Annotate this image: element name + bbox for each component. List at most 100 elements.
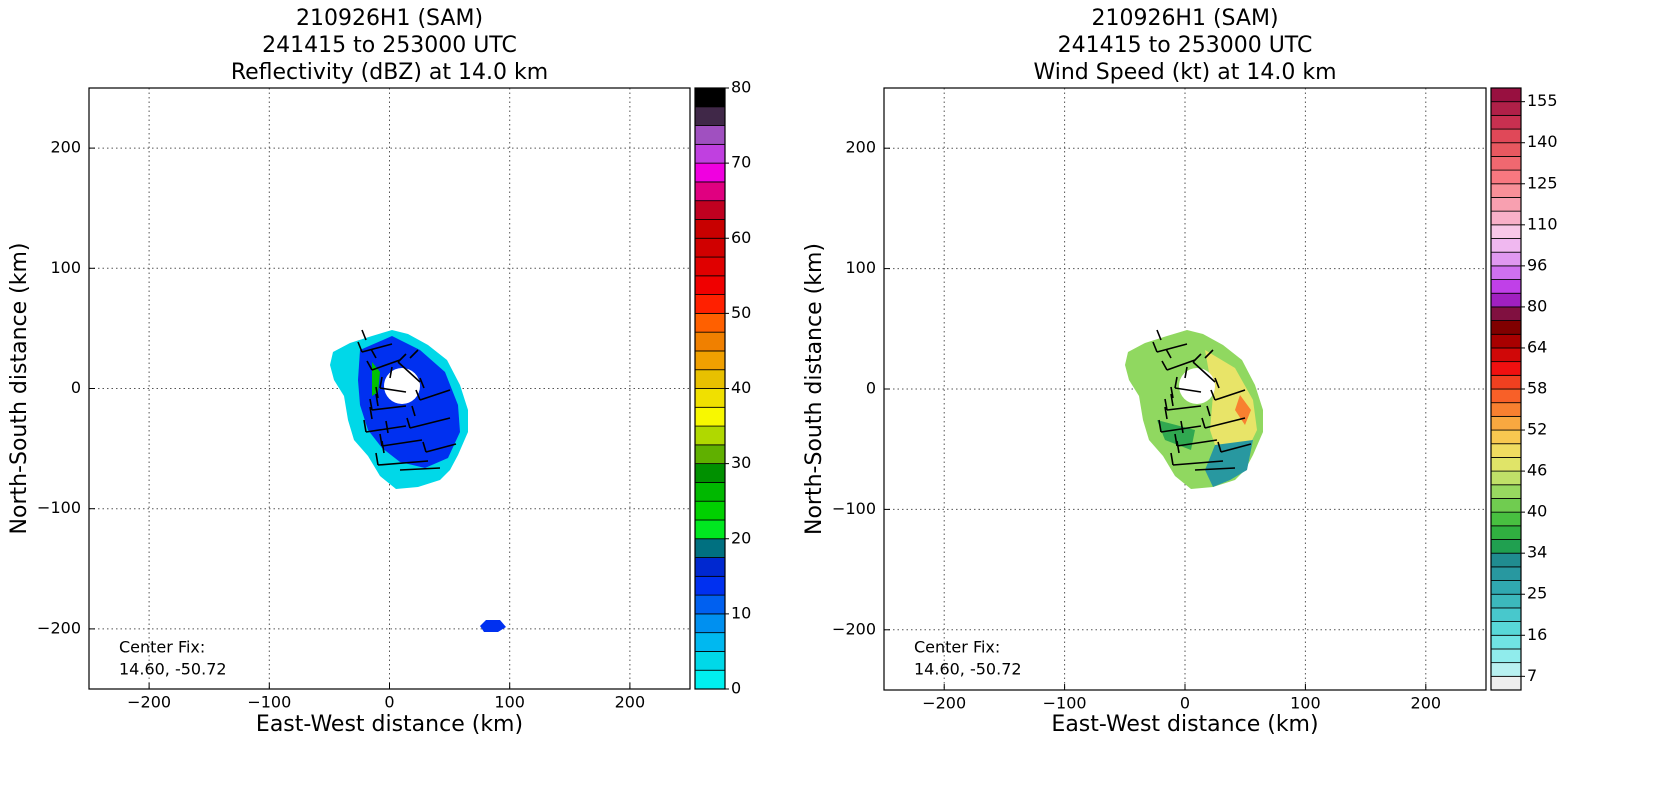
x-tick-label: 100	[1290, 694, 1321, 713]
colorbar-bin	[1490, 566, 1522, 581]
colorbar-bin	[694, 143, 726, 164]
colorbar-bin	[1490, 374, 1522, 390]
chart-title: 210926H1 (SAM)	[1091, 6, 1278, 31]
colorbar-bin	[694, 275, 726, 295]
colorbar-bin	[694, 181, 726, 202]
colorbar-bin	[1490, 210, 1522, 226]
colorbar-tick-label: 64	[1527, 337, 1547, 356]
colorbar-bin	[1490, 142, 1522, 157]
colorbar-bin	[694, 350, 726, 371]
x-tick-label: −100	[247, 693, 291, 712]
colorbar-bin	[1490, 183, 1522, 198]
colorbar-tick-label: 70	[731, 153, 751, 172]
colorbar-bin	[694, 557, 726, 577]
colorbar-bin	[1490, 457, 1522, 472]
colorbar-bin	[1490, 662, 1522, 677]
colorbar-bin	[694, 294, 726, 314]
colorbar-bin	[694, 463, 726, 483]
colorbar-bin	[694, 219, 726, 239]
chart-title: Reflectivity (dBZ) at 14.0 km	[231, 60, 548, 85]
y-tick-label: −100	[37, 498, 81, 517]
colorbar-tick-label: 10	[731, 603, 751, 622]
chart-title: 241415 to 253000 UTC	[1058, 33, 1313, 58]
colorbar-tick-label: 34	[1527, 543, 1547, 562]
x-axis-label: East-West distance (km)	[256, 712, 523, 737]
colorbar-tick-label: 96	[1527, 255, 1547, 274]
x-tick-label: −100	[1043, 694, 1087, 713]
colorbar-bin	[1490, 279, 1522, 294]
colorbar-bin	[694, 519, 726, 540]
y-tick-label: −200	[832, 619, 876, 638]
colorbar-bin	[694, 538, 726, 558]
colorbar-tick-label: 30	[731, 453, 751, 472]
annotation: Center Fix:	[119, 638, 205, 657]
y-tick-label: −100	[832, 499, 876, 518]
field-region	[1205, 440, 1253, 487]
colorbar-tick-label: 110	[1527, 214, 1558, 233]
colorbar-bin	[694, 594, 726, 615]
colorbar-bin	[1490, 484, 1522, 499]
colorbar-bin	[1490, 101, 1522, 116]
wind-field	[1125, 329, 1263, 489]
colorbar-bin	[1490, 511, 1522, 527]
colorbar-bin	[694, 425, 726, 446]
colorbar-tick-label: 58	[1527, 379, 1547, 398]
field-region	[1157, 420, 1195, 450]
colorbar-bin	[1490, 539, 1522, 554]
colorbar-tick-label: 40	[1527, 502, 1547, 521]
colorbar-bin	[1490, 128, 1522, 144]
colorbar-tick-label: 40	[731, 378, 751, 397]
colorbar-tick-label: 140	[1527, 132, 1558, 151]
colorbar-tick-label: 20	[731, 528, 751, 547]
chart-title: Wind Speed (kt) at 14.0 km	[1033, 60, 1336, 85]
axes-layer	[89, 88, 1486, 690]
annotation: Center Fix:	[914, 638, 1000, 657]
colorbar-bin	[1490, 306, 1522, 321]
colorbar-bin	[1490, 156, 1522, 171]
colorbar-bin	[1490, 347, 1522, 363]
colorbar-bin	[1490, 114, 1522, 130]
colorbar-bin	[1490, 593, 1522, 609]
plot-frame	[883, 87, 1487, 691]
colorbar-bin	[1490, 224, 1522, 239]
colorbar-bin	[1490, 552, 1522, 568]
colorbar-tick-label: 46	[1527, 461, 1547, 480]
colorbar-bin	[1490, 361, 1522, 376]
field-region	[1205, 350, 1257, 460]
colorbar-bin	[694, 237, 726, 258]
colorbar-bin	[1490, 498, 1522, 513]
chart-title: 210926H1 (SAM)	[296, 6, 483, 31]
colorbar-bin	[1490, 251, 1522, 267]
field-hole	[384, 368, 420, 404]
colorbar-bin	[694, 369, 726, 389]
y-tick-label: 0	[866, 379, 876, 398]
x-axis-label: East-West distance (km)	[1051, 712, 1318, 737]
y-tick-label: 100	[50, 258, 81, 277]
colorbar-bin	[694, 575, 726, 596]
colorbar-tick-label: 155	[1527, 91, 1558, 110]
plot-frame	[88, 87, 691, 690]
colorbar-bin	[694, 388, 726, 408]
colorbar-bin	[694, 632, 726, 652]
colorbar-bin	[1490, 333, 1522, 349]
x-tick-label: 200	[1411, 694, 1442, 713]
colorbar-tick-label: 52	[1527, 420, 1547, 439]
x-tick-label: −200	[127, 693, 171, 712]
colorbar-bin	[1490, 648, 1522, 664]
colorbar-bin	[1490, 197, 1522, 212]
colorbar-bin	[1490, 580, 1522, 595]
colorbar-bin	[1490, 388, 1522, 404]
field-region	[372, 362, 380, 396]
colorbar-tick-label: 125	[1527, 173, 1558, 192]
x-tick-label: 100	[494, 693, 525, 712]
y-axis-label: North-South distance (km)	[802, 243, 827, 535]
reflectivity-field	[330, 329, 506, 632]
y-tick-label: 0	[71, 378, 81, 397]
colorbar-bin	[1490, 87, 1522, 103]
colorbar-bin	[1490, 634, 1522, 650]
colorbar-bin	[1490, 443, 1522, 458]
colorbar-bin	[694, 200, 726, 220]
colorbar-tick-label: 80	[731, 78, 751, 97]
colorbar-tick-label: 7	[1527, 666, 1537, 685]
